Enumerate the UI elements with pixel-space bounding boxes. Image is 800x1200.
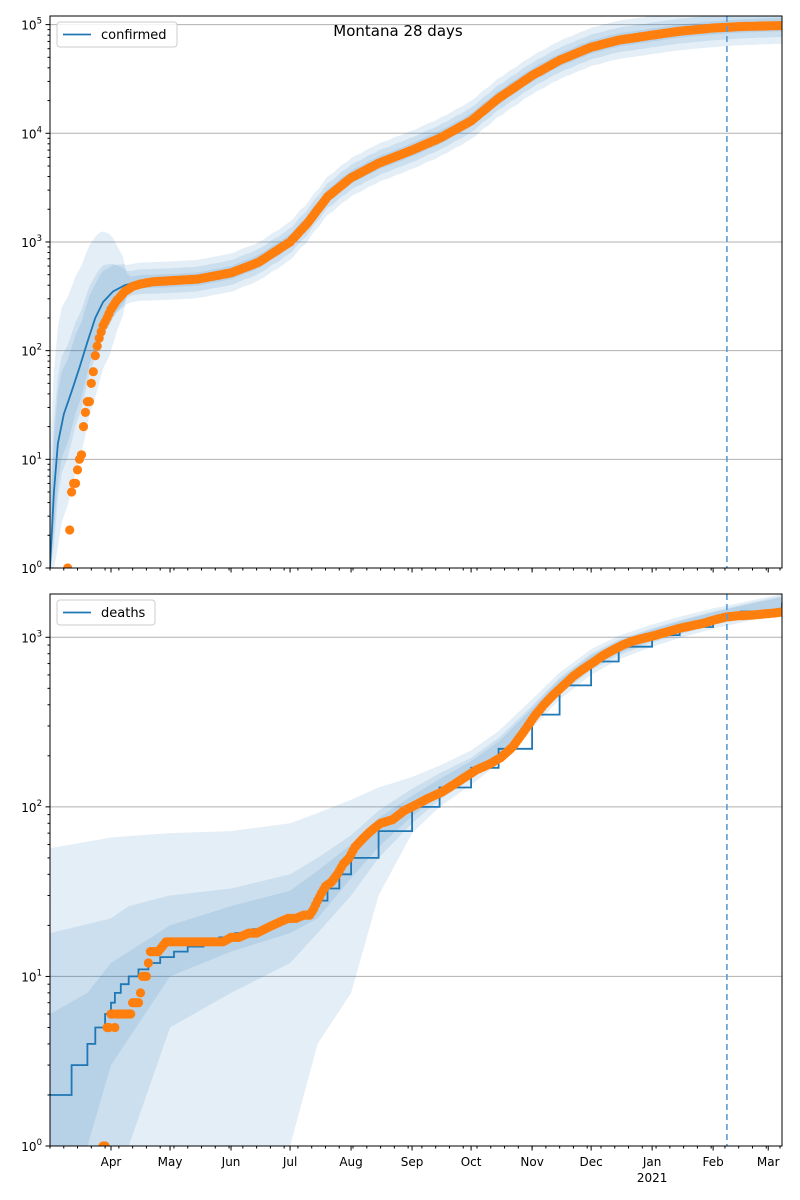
observed-point bbox=[71, 478, 81, 488]
x-tick-label: Aug bbox=[339, 1155, 362, 1169]
legend-box bbox=[56, 21, 178, 48]
observed-point bbox=[100, 1141, 110, 1146]
observed-point bbox=[72, 465, 83, 475]
x-tick-label: Jan bbox=[642, 1155, 662, 1169]
y-tick-label: 105 bbox=[21, 17, 42, 33]
x-tick-label: Sep bbox=[401, 1155, 424, 1169]
observed-point bbox=[78, 422, 89, 432]
y-tick-label: 101 bbox=[21, 968, 42, 984]
observed-point bbox=[88, 367, 98, 377]
legend: confirmed bbox=[56, 21, 178, 48]
legend-label: deaths bbox=[101, 606, 146, 621]
y-tick-label: 104 bbox=[21, 125, 42, 141]
y-tick-label: 100 bbox=[21, 1138, 42, 1154]
observed-point bbox=[84, 397, 94, 407]
observed-point bbox=[110, 1022, 120, 1033]
deaths-plot-area bbox=[50, 594, 782, 1146]
observed-point bbox=[777, 607, 782, 617]
axes-frame bbox=[49, 593, 783, 1147]
observed-point bbox=[777, 21, 782, 31]
observed-point bbox=[90, 351, 100, 361]
legend-label: confirmed bbox=[101, 28, 167, 43]
uncertainty-band-2 bbox=[50, 16, 782, 568]
observed-point bbox=[67, 487, 77, 497]
y-tick-label: 100 bbox=[21, 560, 42, 576]
legend-box bbox=[56, 599, 156, 626]
uncertainty-band-outer bbox=[50, 594, 782, 1146]
y-tick-label: 103 bbox=[21, 234, 42, 250]
observed-point bbox=[135, 988, 146, 998]
observed-point bbox=[133, 998, 144, 1008]
observed-point bbox=[86, 378, 96, 388]
uncertainty-band-middle bbox=[50, 595, 782, 1146]
x-tick-label: Jul bbox=[282, 1155, 297, 1169]
observed-point bbox=[92, 341, 102, 351]
x-tick-label: Apr bbox=[101, 1155, 122, 1169]
x-tick-label: May bbox=[158, 1155, 183, 1169]
y-tick-label: 103 bbox=[21, 629, 42, 645]
observed-point bbox=[141, 971, 151, 982]
y-tick-label: 102 bbox=[21, 343, 42, 359]
deaths-panel: 100 101 102 103 Apr May Jun Jul Aug Sep Oct Nov Dec J… bbox=[21, 593, 783, 1185]
figure-title: Montana 28 days bbox=[333, 22, 463, 40]
confirmed-panel: 100 101 102 103 104 105 confirmed bbox=[21, 15, 783, 576]
axes-frame bbox=[49, 15, 783, 569]
x-tick-label: Jun bbox=[221, 1155, 241, 1169]
observed-point bbox=[65, 525, 75, 535]
x-tick-label: Nov bbox=[520, 1155, 543, 1169]
x-tick-label: Feb bbox=[703, 1155, 724, 1169]
y-tick-label: 102 bbox=[21, 799, 42, 815]
observed-point bbox=[63, 563, 73, 568]
y-tick-label: 101 bbox=[21, 451, 42, 467]
observed-point bbox=[76, 450, 87, 460]
x-year-label: 2021 bbox=[637, 1171, 668, 1185]
x-tick-label: Mar bbox=[757, 1155, 780, 1169]
x-tick-label: Dec bbox=[580, 1155, 603, 1169]
legend: deaths bbox=[56, 599, 156, 626]
observed-point bbox=[143, 958, 153, 968]
observed-point bbox=[80, 407, 90, 417]
observed-point bbox=[126, 1009, 136, 1019]
x-tick-label: Oct bbox=[461, 1155, 482, 1169]
confirmed-plot-area bbox=[50, 16, 782, 568]
